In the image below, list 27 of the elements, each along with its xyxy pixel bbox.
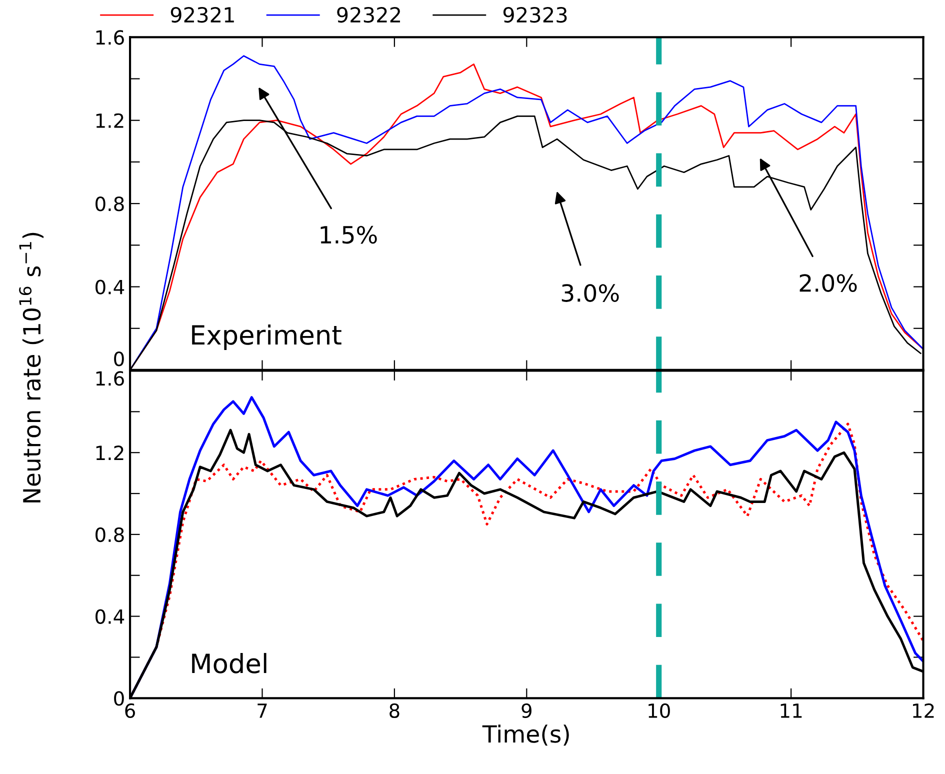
x-axis-title: Time(s) xyxy=(482,724,569,746)
x-tick-label: 11 xyxy=(780,704,802,718)
y-tick-label: 1.2 xyxy=(96,113,124,128)
y-tick-label: 1.6 xyxy=(96,371,124,386)
annotation: 1.5% xyxy=(320,226,377,244)
x-tick-label: 7 xyxy=(258,704,267,718)
annotation: Experiment xyxy=(192,324,342,350)
y-tick-label: 0 xyxy=(114,351,124,366)
annotation: 3.0% xyxy=(562,284,619,302)
y-axis-title: Neutron rate (10$^{16}$ s$^{−1}$) xyxy=(19,232,44,502)
x-tick-label: 6 xyxy=(125,703,135,718)
y-tick-label: 1.6 xyxy=(96,30,124,45)
y-tick-label: 0 xyxy=(114,691,124,706)
legend-label: 92321 xyxy=(170,6,234,23)
x-tick-label: 12 xyxy=(913,703,934,718)
y-tick-label: 0.8 xyxy=(96,527,124,542)
y-tick-label: 0.8 xyxy=(96,196,124,212)
y-tick-label: 1.2 xyxy=(96,446,124,460)
x-tick-label: 9 xyxy=(522,703,532,718)
annotation: 2.0% xyxy=(800,274,857,292)
y-tick-label: 0.4 xyxy=(96,609,124,624)
x-tick-label: 8 xyxy=(390,703,400,718)
y-tick-label: 0.4 xyxy=(96,280,124,294)
x-tick-label: 10 xyxy=(648,703,670,718)
annotation: Model xyxy=(192,652,266,674)
legend-label: 92323 xyxy=(503,6,567,23)
legend-label: 92322 xyxy=(337,6,400,23)
